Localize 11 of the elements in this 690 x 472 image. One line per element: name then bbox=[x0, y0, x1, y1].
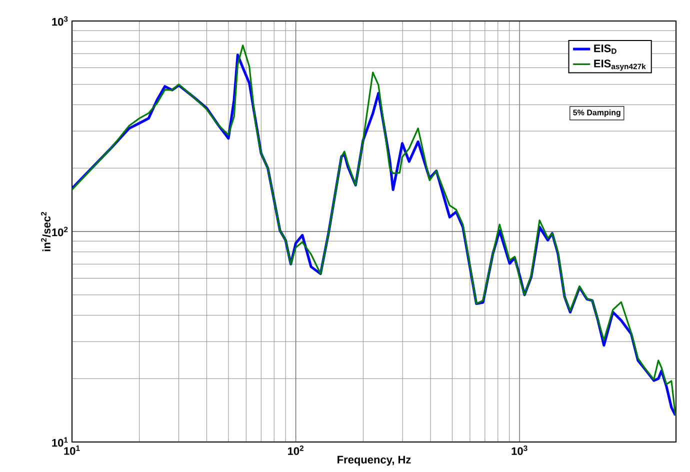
y-tick-label: 10$^{2}$ bbox=[52, 226, 68, 236]
annotation: 5% Damping bbox=[573, 109, 620, 117]
y-tick-label: 10$^{3}$ bbox=[52, 16, 68, 26]
y-axis-title: in$^{2}$/sec$^{2}$ bbox=[41, 212, 51, 252]
legend-label: EIS$_{asyn427k}$ bbox=[594, 60, 646, 71]
x-tick-label: 10$^{2}$ bbox=[288, 446, 304, 455]
x-axis-title: Frequency, Hz bbox=[338, 456, 411, 466]
y-tick-label: 10$^{1}$ bbox=[52, 437, 68, 447]
x-tick-label: 10$^{1}$ bbox=[64, 446, 80, 455]
x-tick-label: 10$^{3}$ bbox=[512, 446, 528, 455]
legend-label: EIS$_{D}$ bbox=[594, 44, 616, 54]
